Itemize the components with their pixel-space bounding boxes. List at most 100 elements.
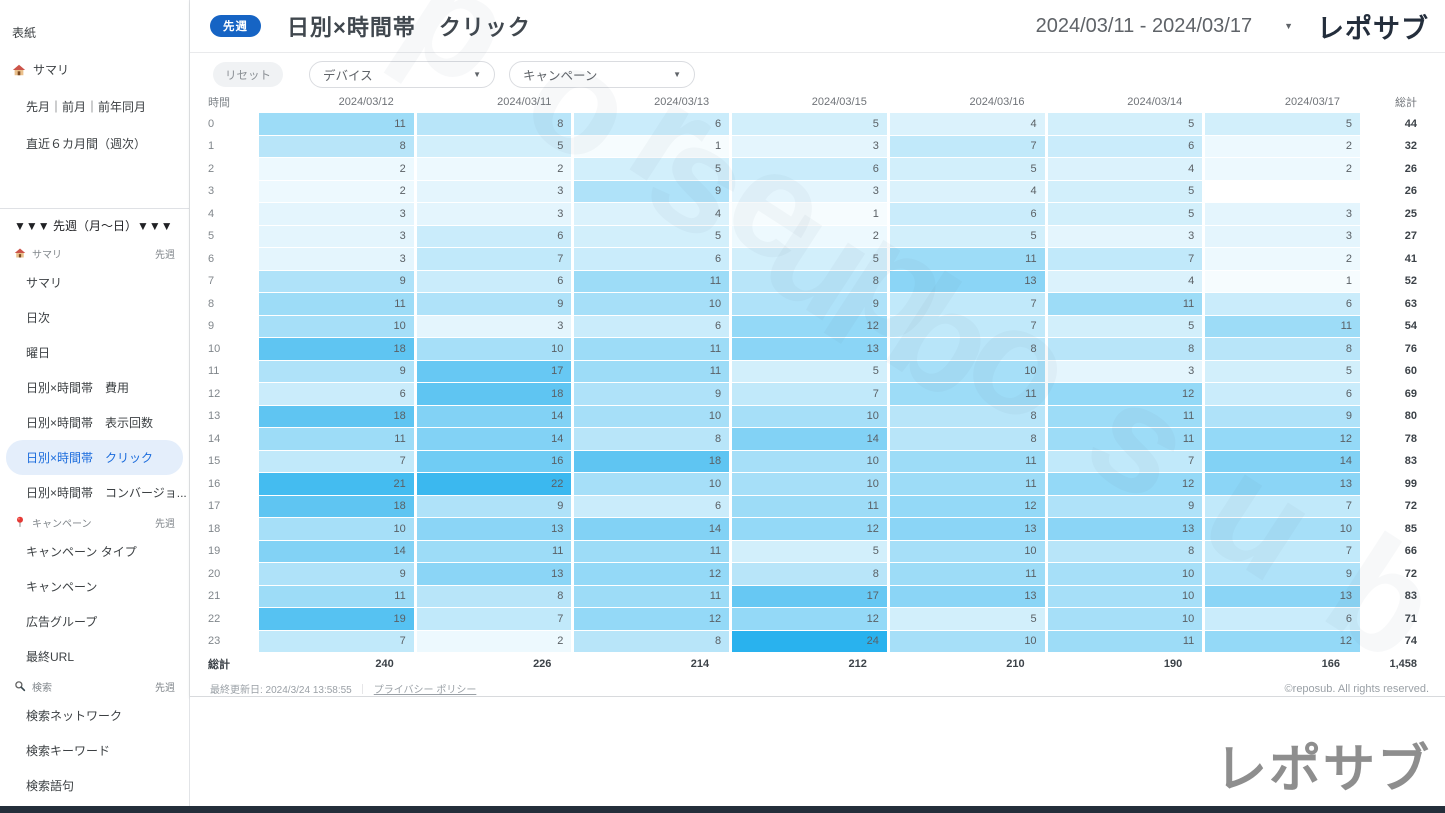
heatmap-cell: 11 — [574, 270, 730, 292]
heatmap-cell: 18 — [259, 405, 414, 427]
heatmap-cell: 7 — [416, 608, 572, 630]
sidebar-item[interactable]: 日次 — [0, 300, 189, 335]
sidebar-item[interactable]: 検索語句 — [0, 768, 189, 803]
last-updated-text: 最終更新日: 2024/3/24 13:58:55 — [210, 685, 352, 696]
heatmap-cell: 13 — [732, 338, 887, 360]
bottom-bar — [0, 806, 1445, 813]
sidebar-item[interactable]: 日別×時間帯 コンバージョ... — [0, 475, 189, 510]
column-total-cell: 166 — [1321, 658, 1340, 670]
column-header-date: 2024/03/12 — [338, 96, 394, 108]
column-header-date: 2024/03/17 — [1284, 96, 1340, 108]
row-label-hour: 15 — [208, 455, 221, 468]
heatmap-cell: 9 — [259, 270, 414, 292]
heatmap-cell: 21 — [259, 473, 414, 495]
row-label-hour: 0 — [208, 117, 215, 130]
heatmap-cell: 1 — [1205, 270, 1360, 292]
row-total-cell: 66 — [1404, 545, 1417, 558]
chevron-down-icon: ▼ — [473, 70, 481, 79]
house-icon — [12, 63, 26, 77]
heatmap-cell: 9 — [574, 383, 730, 405]
row-label-hour: 19 — [208, 545, 221, 558]
totals-row-label: 総計 — [208, 659, 230, 671]
heatmap-cell: 3 — [416, 203, 572, 225]
heatmap-cell: 2 — [259, 180, 414, 202]
heatmap-cell: 10 — [732, 405, 887, 427]
heatmap-cell: 8 — [259, 135, 414, 157]
sidebar-item[interactable]: サマリ — [0, 51, 189, 88]
heatmap-cell: 5 — [1205, 360, 1360, 382]
sidebar-item-label: 広告グループ — [26, 615, 98, 629]
heatmap-cell: 12 — [1205, 630, 1360, 652]
pin-icon — [14, 516, 26, 528]
sidebar-item[interactable]: 先月｜前月｜前年同月 — [0, 88, 189, 125]
sidebar-item[interactable]: サマリ — [0, 265, 189, 300]
heatmap-cell: 5 — [732, 360, 887, 382]
sidebar-item[interactable]: 日別×時間帯 表示回数 — [0, 405, 189, 440]
row-label-hour: 20 — [208, 567, 221, 580]
below-card-area: レポサブ — [190, 697, 1445, 806]
heatmap-cell: 2 — [732, 225, 887, 247]
heatmap-cell: 4 — [574, 203, 730, 225]
heatmap-cell: 14 — [574, 518, 730, 540]
sidebar-item[interactable]: 直近６カ月間（週次） — [0, 125, 189, 162]
column-header-date: 2024/03/16 — [969, 96, 1025, 108]
date-range-selector[interactable]: 2024/03/11 - 2024/03/17 — [1035, 14, 1253, 37]
row-total-cell: 32 — [1404, 140, 1417, 153]
sidebar-item[interactable]: 最終URL — [0, 639, 189, 674]
heatmap-cell: 9 — [416, 293, 572, 315]
privacy-policy-link[interactable]: プライバシー ポリシー — [373, 685, 477, 696]
heatmap-cell: 6 — [574, 495, 730, 517]
campaign-filter-dropdown[interactable]: キャンペーン ▼ — [509, 61, 695, 88]
heatmap-cell: 13 — [889, 270, 1045, 292]
heatmap-cell: 8 — [416, 585, 572, 607]
heatmap-cell: 6 — [1047, 135, 1203, 157]
device-filter-dropdown[interactable]: デバイス ▼ — [309, 61, 495, 88]
sidebar-group-period-badge: 先週 — [155, 518, 175, 530]
sidebar-item[interactable]: 広告グループ — [0, 604, 189, 639]
sidebar-item-label: 最終URL — [26, 650, 75, 664]
column-header-date: 2024/03/11 — [497, 96, 552, 108]
heatmap-cell: 10 — [574, 405, 730, 427]
heatmap-cell: 11 — [574, 338, 730, 360]
footer-separator: ｜ — [357, 685, 368, 696]
page-title: 日別×時間帯 クリック — [287, 15, 531, 40]
sidebar-divider — [0, 208, 189, 209]
sidebar-item[interactable]: 検索キーワード — [0, 733, 189, 768]
heatmap-cell: 6 — [416, 270, 572, 292]
heatmap-cell: 5 — [732, 540, 887, 562]
sidebar-item[interactable]: 表紙 — [0, 14, 189, 51]
heatmap-cell: 9 — [1047, 495, 1203, 517]
sidebar-item[interactable]: 日別×時間帯 クリック — [6, 440, 183, 475]
sidebar-group-label: 検索 — [32, 682, 52, 694]
sidebar-group-header: キャンペーン 先週 — [0, 510, 189, 534]
heatmap-cell: 16 — [416, 450, 572, 472]
heatmap-cell: 11 — [1047, 630, 1203, 652]
heatmap-cell: 3 — [1047, 360, 1203, 382]
heatmap-cell: 3 — [1047, 225, 1203, 247]
heatmap-cell: 12 — [732, 518, 887, 540]
filter-bar: リセット デバイス ▼ キャンペーン ▼ — [190, 53, 1445, 90]
sidebar-section-title: ▼▼▼ 先週（月〜日）▼▼▼ — [14, 218, 173, 233]
heatmap-cell: 11 — [259, 428, 414, 450]
heatmap-cell: 8 — [574, 630, 730, 652]
heatmap-cell: 7 — [889, 315, 1045, 337]
sidebar-item[interactable]: 日別×時間帯 費用 — [0, 370, 189, 405]
heatmap-cell: 9 — [1205, 405, 1360, 427]
heatmap-cell: 11 — [1047, 293, 1203, 315]
heatmap-cell: 10 — [889, 360, 1045, 382]
reset-button[interactable]: リセット — [213, 62, 283, 87]
row-total-cell: 99 — [1404, 477, 1417, 490]
sidebar-item[interactable]: 曜日 — [0, 335, 189, 370]
heatmap-cell: 5 — [416, 135, 572, 157]
sidebar-item[interactable]: 検索ネットワーク — [0, 698, 189, 733]
heatmap-cell: 3 — [259, 248, 414, 270]
sidebar-item-label: 直近６カ月間（週次） — [26, 137, 147, 151]
sidebar-item-label: サマリ — [26, 276, 63, 290]
header-right: 2024/03/11 - 2024/03/17 ▼ レポサブ — [1036, 7, 1429, 46]
sidebar-item[interactable]: キャンペーン タイプ — [0, 534, 189, 569]
heatmap-cell: 11 — [889, 473, 1045, 495]
sidebar: 表紙 サマリ 先月｜前月｜前年同月 直近６カ月間（週次） ▼▼▼ 先週（月〜日）▼▼▼… — [0, 0, 190, 813]
row-label-hour: 7 — [208, 275, 215, 288]
sidebar-item[interactable]: キャンペーン — [0, 569, 189, 604]
chevron-down-icon[interactable]: ▼ — [1284, 21, 1293, 31]
